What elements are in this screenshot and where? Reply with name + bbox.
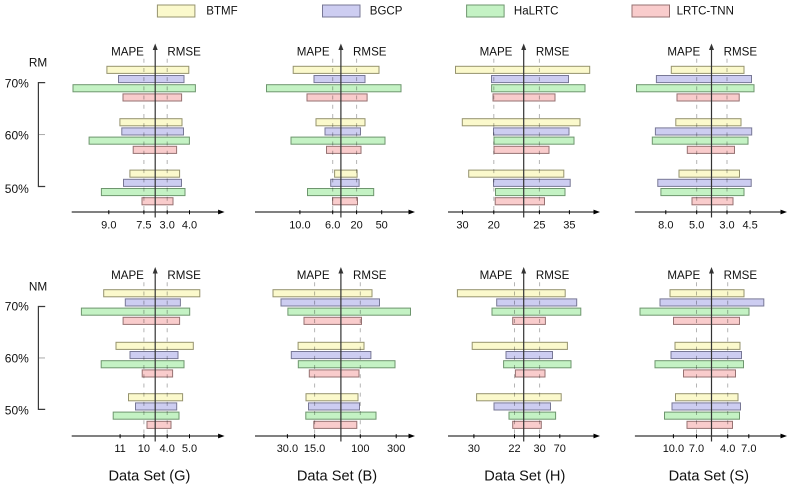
svg-text:MAPE: MAPE <box>111 46 144 59</box>
svg-text:70%: 70% <box>5 77 29 91</box>
svg-text:MAPE: MAPE <box>667 46 700 59</box>
svg-text:7.0: 7.0 <box>741 443 756 455</box>
svg-text:4.0: 4.0 <box>720 443 735 455</box>
svg-text:Data Set (G): Data Set (G) <box>108 468 190 484</box>
svg-text:MAPE: MAPE <box>480 269 513 282</box>
svg-text:5.0: 5.0 <box>182 443 197 455</box>
svg-text:10: 10 <box>138 443 150 455</box>
svg-text:NM: NM <box>29 280 47 294</box>
svg-text:RM: RM <box>29 55 47 69</box>
svg-text:3.0: 3.0 <box>160 219 175 231</box>
svg-text:7.0: 7.0 <box>689 443 704 455</box>
svg-text:RMSE: RMSE <box>353 46 387 59</box>
svg-text:7.5: 7.5 <box>136 219 151 231</box>
svg-text:MAPE: MAPE <box>480 46 513 59</box>
svg-text:30.0: 30.0 <box>277 443 298 455</box>
svg-text:HaLRTC: HaLRTC <box>514 6 559 18</box>
svg-text:4.0: 4.0 <box>160 443 175 455</box>
svg-text:BTMF: BTMF <box>206 6 237 18</box>
svg-text:RMSE: RMSE <box>536 269 570 282</box>
svg-text:RMSE: RMSE <box>724 269 758 282</box>
svg-text:10.0: 10.0 <box>663 443 684 455</box>
svg-text:6.0: 6.0 <box>325 219 340 231</box>
svg-text:300: 300 <box>387 443 405 455</box>
svg-text:10.0: 10.0 <box>289 219 310 231</box>
svg-text:RMSE: RMSE <box>167 46 201 59</box>
svg-text:25: 25 <box>533 219 545 231</box>
svg-text:RMSE: RMSE <box>536 46 570 59</box>
svg-text:20: 20 <box>488 219 500 231</box>
svg-text:50%: 50% <box>5 404 29 418</box>
svg-text:MAPE: MAPE <box>111 269 144 282</box>
svg-text:50%: 50% <box>5 182 29 196</box>
svg-text:30: 30 <box>468 443 480 455</box>
svg-text:35: 35 <box>563 219 575 231</box>
svg-text:50: 50 <box>376 219 388 231</box>
svg-text:RMSE: RMSE <box>353 269 387 282</box>
svg-text:MAPE: MAPE <box>297 46 330 59</box>
svg-text:5.0: 5.0 <box>689 219 704 231</box>
svg-text:15.0: 15.0 <box>304 443 325 455</box>
svg-text:70%: 70% <box>5 300 29 314</box>
svg-text:Data Set (H): Data Set (H) <box>484 468 565 484</box>
svg-text:8.0: 8.0 <box>658 219 673 231</box>
svg-text:9.0: 9.0 <box>101 219 116 231</box>
svg-text:3.0: 3.0 <box>719 219 734 231</box>
svg-text:LRTC-TNN: LRTC-TNN <box>677 6 734 18</box>
svg-text:MAPE: MAPE <box>667 269 700 282</box>
svg-text:60%: 60% <box>5 352 29 366</box>
svg-text:4.0: 4.0 <box>182 219 197 231</box>
svg-text:BGCP: BGCP <box>370 6 403 18</box>
svg-text:Data Set (S): Data Set (S) <box>669 468 749 484</box>
svg-text:Data Set (B): Data Set (B) <box>297 468 377 484</box>
svg-text:30: 30 <box>456 219 468 231</box>
svg-text:RMSE: RMSE <box>724 46 758 59</box>
svg-text:RMSE: RMSE <box>167 269 201 282</box>
svg-text:MAPE: MAPE <box>297 269 330 282</box>
svg-text:30: 30 <box>533 443 545 455</box>
svg-text:60%: 60% <box>5 129 29 143</box>
svg-text:22: 22 <box>508 443 520 455</box>
svg-text:11: 11 <box>114 443 125 455</box>
svg-text:70: 70 <box>554 443 566 455</box>
svg-text:100: 100 <box>351 443 369 455</box>
svg-text:20: 20 <box>350 219 362 231</box>
svg-text:4.5: 4.5 <box>742 219 757 231</box>
